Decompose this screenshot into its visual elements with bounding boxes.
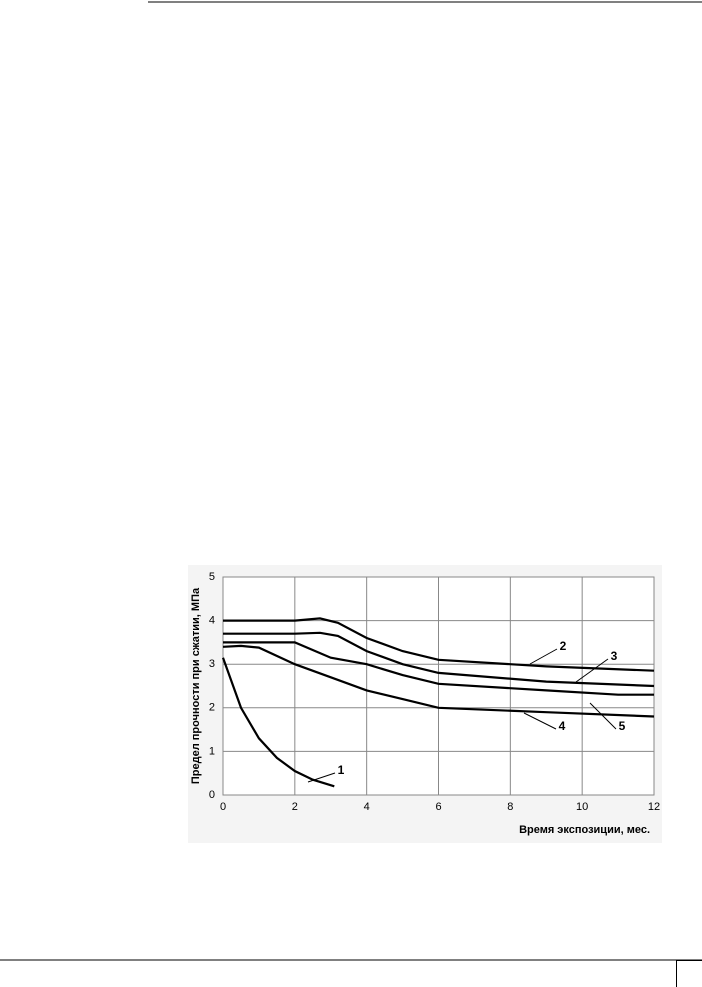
x-axis-title: Время экспозиции, мес. [519, 824, 650, 836]
series-line [222, 644, 655, 718]
label-leader [589, 702, 617, 730]
y-tick-label: 5 [209, 571, 215, 583]
label-leader [307, 772, 336, 783]
y-tick-label: 1 [209, 745, 215, 757]
y-tick-label: 0 [209, 789, 215, 801]
x-tick-label: 0 [220, 801, 226, 813]
x-tick-label: 8 [507, 801, 513, 813]
series-line [223, 617, 655, 672]
label-leader [575, 658, 609, 683]
series-label: 1 [338, 763, 345, 777]
x-tick-label: 2 [292, 801, 298, 813]
y-tick-label: 2 [209, 702, 215, 714]
series-line [223, 641, 654, 696]
label-leader [523, 712, 557, 730]
x-tick-label: 6 [435, 801, 441, 813]
label-leader [529, 648, 558, 665]
y-tick-label: 4 [209, 615, 215, 627]
x-tick-label: 4 [364, 801, 370, 813]
x-tick-label: 12 [648, 801, 660, 813]
series-label: 3 [611, 649, 618, 663]
y-axis-title: Предел прочности при сжатии, МПа [190, 587, 202, 784]
series-line [221, 657, 335, 788]
x-tick-label: 10 [576, 801, 588, 813]
series-label: 5 [619, 719, 626, 733]
y-tick-label: 3 [209, 658, 215, 670]
series-line [223, 631, 655, 688]
series-label: 2 [560, 639, 567, 653]
page-number-box [676, 960, 702, 987]
series-label: 4 [559, 719, 566, 733]
